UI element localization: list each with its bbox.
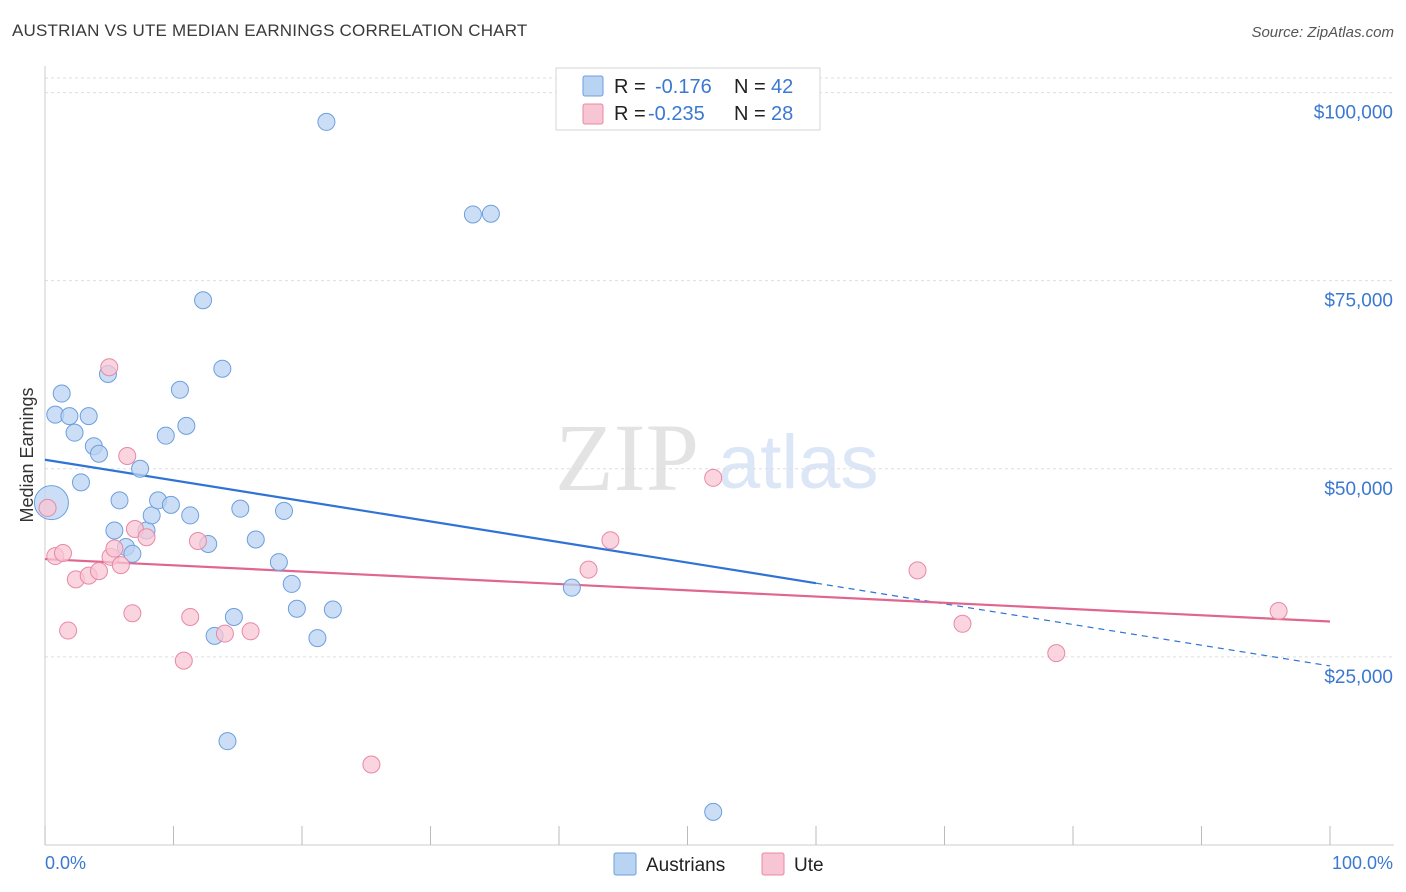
y-tick-label: $50,000 <box>1324 479 1393 500</box>
data-point-ute <box>105 539 124 558</box>
data-point-austrians <box>308 629 327 648</box>
data-point-austrians <box>79 407 98 426</box>
data-point-ute <box>1047 644 1066 663</box>
bottom-legend-swatch-ute <box>761 852 785 876</box>
y-tick-label: $75,000 <box>1324 291 1393 312</box>
data-point-austrians <box>282 574 301 593</box>
data-point-ute <box>181 608 200 627</box>
watermark-zip: ZIP <box>555 404 699 511</box>
legend-r-label: R = <box>614 103 646 125</box>
y-axis-label: Median Earnings <box>17 387 37 522</box>
data-point-ute <box>704 468 723 487</box>
bottom-legend-swatch-austrians <box>613 852 637 876</box>
bottom-legend-ute: Ute <box>794 855 824 876</box>
data-point-austrians <box>177 416 196 435</box>
data-point-austrians <box>224 608 243 627</box>
data-point-austrians <box>52 384 71 403</box>
y-tick-label: $25,000 <box>1324 667 1393 688</box>
trend-line-austrians <box>44 458 817 585</box>
bottom-legend: Austrians Ute <box>613 852 824 876</box>
data-point-austrians <box>269 553 288 572</box>
data-point-austrians <box>89 444 108 463</box>
data-point-austrians <box>213 359 232 378</box>
legend-swatch-austrians <box>582 75 604 97</box>
legend-box: R = -0.176 N = 42 R = -0.235 N = 28 <box>555 67 821 131</box>
data-point-ute <box>53 544 72 563</box>
data-point-ute <box>579 560 598 579</box>
data-point-austrians <box>218 732 237 751</box>
data-point-austrians <box>60 407 79 426</box>
data-point-austrians <box>246 530 265 549</box>
data-point-austrians <box>142 506 161 525</box>
data-point-ute <box>908 561 927 580</box>
data-point-ute <box>118 446 137 465</box>
data-point-ute <box>100 358 119 377</box>
data-point-ute <box>89 562 108 581</box>
data-point-austrians <box>105 521 124 540</box>
data-point-ute <box>38 498 57 517</box>
legend-r-value: -0.235 <box>648 103 705 125</box>
data-point-austrians <box>231 499 250 518</box>
chart-source: Source: ZipAtlas.com <box>1251 24 1394 41</box>
trend-line-austrians-extrapolated <box>815 582 1331 667</box>
data-point-austrians <box>123 544 142 563</box>
data-point-ute <box>111 556 130 575</box>
data-point-austrians <box>317 112 336 131</box>
data-point-ute <box>188 532 207 551</box>
data-point-austrians <box>275 501 294 520</box>
data-point-ute <box>1269 601 1288 620</box>
y-tick-label: $100,000 <box>1314 103 1393 124</box>
data-point-ute <box>123 604 142 623</box>
chart-title: AUSTRIAN VS UTE MEDIAN EARNINGS CORRELAT… <box>12 21 528 40</box>
data-point-austrians <box>65 423 84 442</box>
data-point-austrians <box>71 473 90 492</box>
legend-n-label: N = <box>734 76 766 98</box>
bottom-legend-austrians: Austrians <box>646 855 725 876</box>
legend-n-label: N = <box>734 103 766 125</box>
data-point-austrians <box>131 459 150 478</box>
data-point-ute <box>953 614 972 633</box>
data-point-austrians <box>194 291 213 310</box>
data-point-austrians <box>110 491 129 510</box>
data-point-ute <box>174 651 193 670</box>
data-point-austrians <box>156 426 175 445</box>
data-point-ute <box>601 531 620 550</box>
data-point-ute <box>362 755 381 774</box>
legend-n-value: 28 <box>771 103 793 125</box>
data-point-austrians <box>704 802 723 821</box>
x-tick-label: 100.0% <box>1332 853 1393 873</box>
data-point-austrians <box>287 599 306 618</box>
data-point-austrians <box>323 600 342 619</box>
data-point-ute <box>137 528 156 547</box>
legend-r-label: R = <box>614 76 646 98</box>
x-tick-label: 0.0% <box>45 853 86 873</box>
legend-r-value: -0.176 <box>655 76 712 98</box>
data-point-austrians <box>481 204 500 223</box>
watermark-atlas: atlas <box>718 420 879 505</box>
data-point-austrians <box>161 495 180 514</box>
data-point-ute <box>59 621 78 640</box>
data-point-austrians <box>170 380 189 399</box>
data-point-ute <box>241 622 260 641</box>
data-point-austrians <box>463 205 482 224</box>
legend-n-value: 42 <box>771 76 793 98</box>
data-point-austrians <box>562 578 581 597</box>
trend-line-ute <box>44 557 1331 623</box>
data-point-austrians <box>181 506 200 525</box>
legend-swatch-ute <box>582 103 604 125</box>
data-point-ute <box>215 624 234 643</box>
